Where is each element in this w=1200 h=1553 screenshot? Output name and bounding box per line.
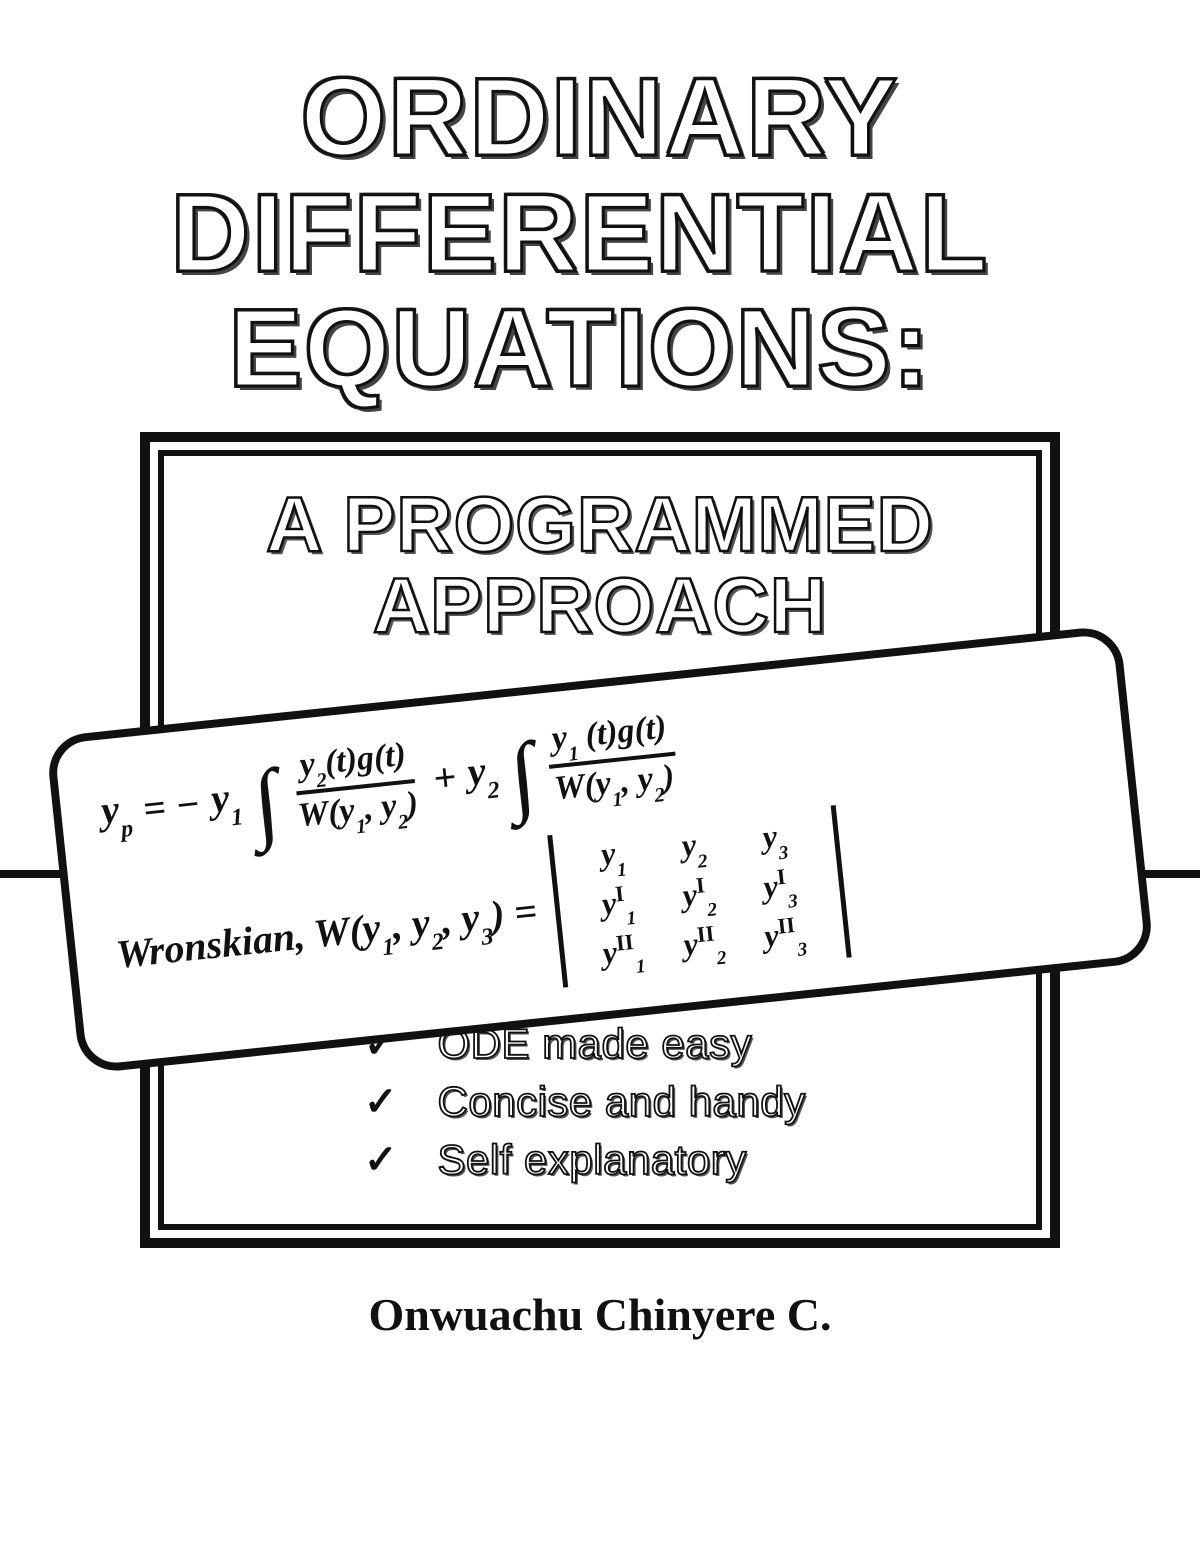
- subtitle-line-1: A PROGRAMMED: [184, 484, 1016, 566]
- coef-y2: y2: [466, 749, 501, 799]
- bullet-text: Self explanatory: [438, 1136, 747, 1184]
- author-name: Onwuachu Chinyere C.: [60, 1288, 1140, 1341]
- fraction-2: y1 (t)g(t) W(y1, y2): [541, 708, 682, 814]
- plus: +: [431, 757, 458, 799]
- subtitle-line-2: APPROACH: [184, 565, 1016, 647]
- yp-lhs: yp: [99, 788, 134, 838]
- subtitle: A PROGRAMMED APPROACH: [184, 484, 1016, 648]
- coef-y1: y1: [209, 776, 244, 826]
- bullet-text: Concise and handy: [438, 1078, 806, 1126]
- integral-icon: ∫: [251, 775, 281, 831]
- title-line-3: EQUATIONS:: [20, 291, 1140, 407]
- equals-neg: = −: [141, 784, 202, 830]
- title-line-1: ORDINARY: [60, 60, 1140, 176]
- main-title: ORDINARY DIFFERENTIAL EQUATIONS:: [60, 60, 1140, 407]
- determinant: y1 y2 y3 yI1 yI2 yI3 yII1 yII2 yII3: [547, 806, 851, 988]
- fraction-1: y2(t)g(t) W(y1, y2): [285, 735, 426, 841]
- bullet-row: ✓ Concise and handy: [364, 1078, 806, 1126]
- check-icon: ✓: [364, 1137, 398, 1183]
- feature-bullets: ✓ ODE made easy ✓ Concise and handy ✓ Se…: [364, 1020, 806, 1184]
- check-icon: ✓: [364, 1079, 398, 1125]
- wronskian-label: Wronskian, W(y1, y2, y3) =: [114, 887, 540, 984]
- title-line-2: DIFFERENTIAL: [20, 176, 1140, 292]
- book-cover-page: ORDINARY DIFFERENTIAL EQUATIONS: A PROGR…: [0, 0, 1200, 1553]
- wronskian-matrix: y1 y2 y3 yI1 yI2 yI3 yII1 yII2 yII3: [571, 812, 828, 981]
- bullet-row: ✓ Self explanatory: [364, 1136, 806, 1184]
- integral-icon: ∫: [507, 748, 537, 804]
